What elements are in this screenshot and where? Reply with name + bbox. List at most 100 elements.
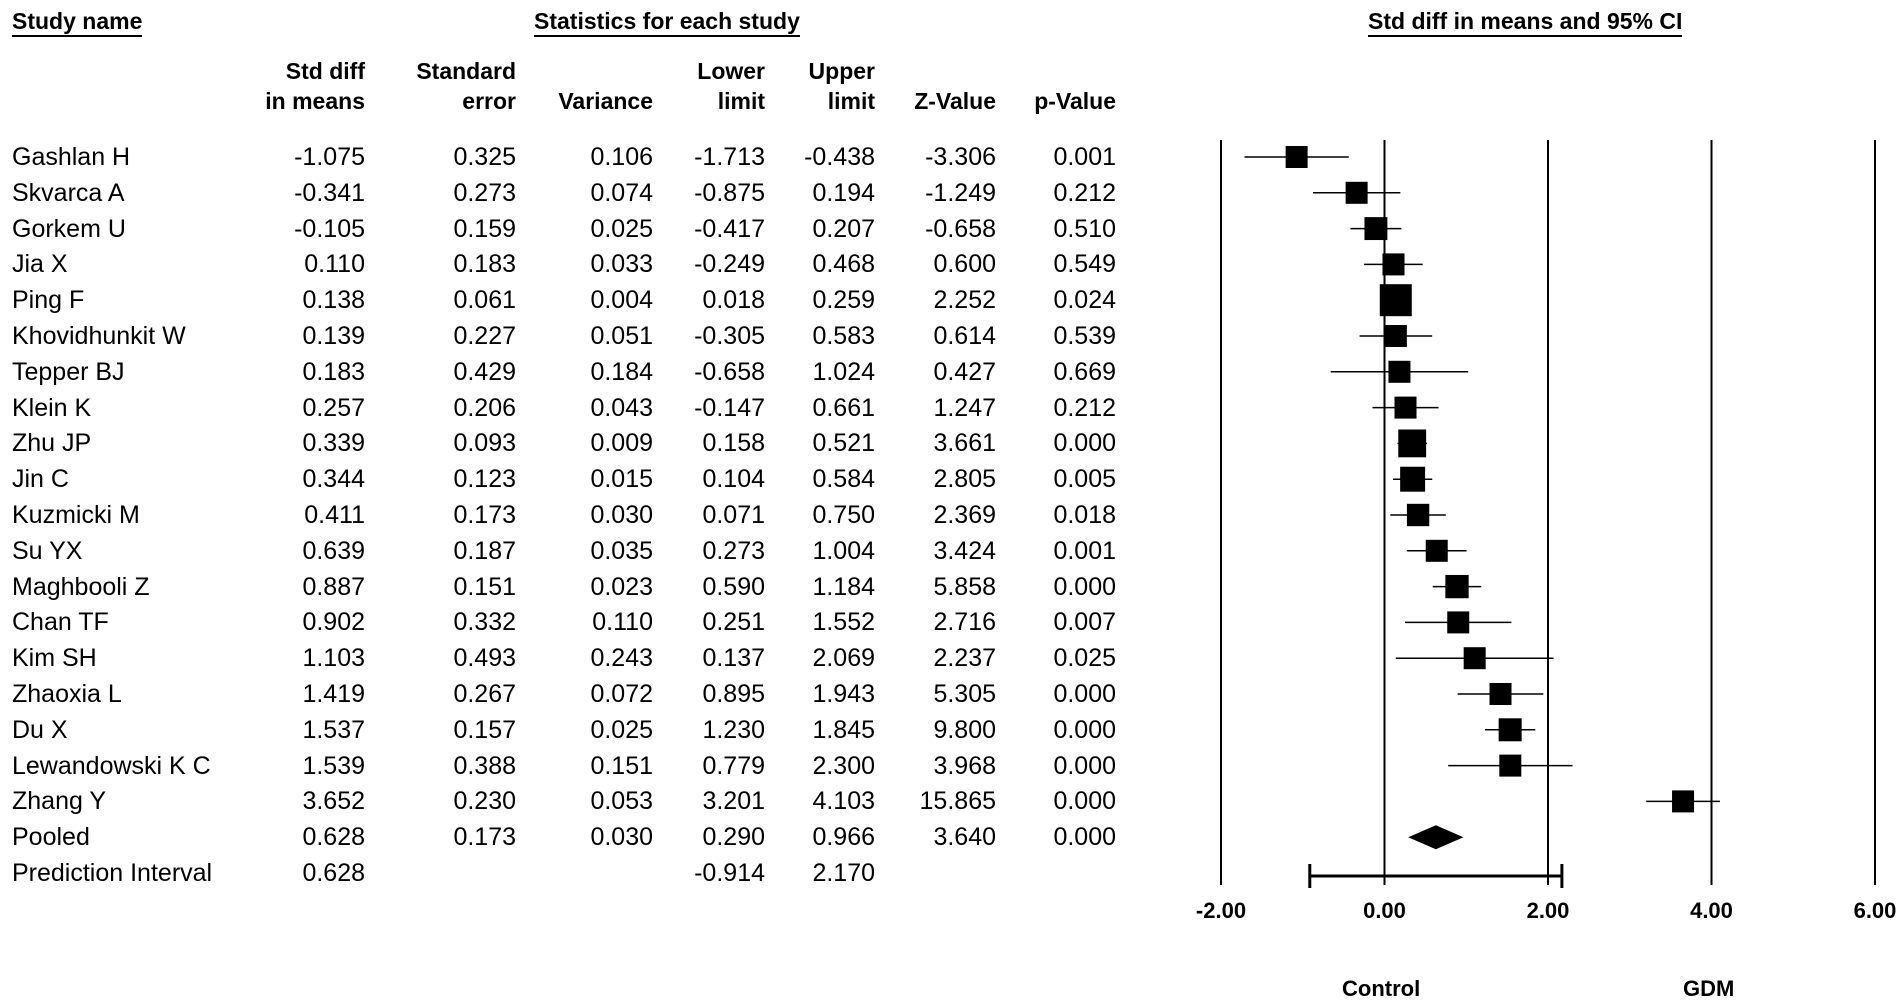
cell-z: 0.614	[933, 322, 996, 350]
cell-z: 9.800	[933, 715, 996, 744]
study-name: Jin C	[12, 465, 69, 494]
study-name: Zhu JP	[12, 429, 92, 458]
table-row: Lewandowski K C 1.539 0.388 0.151 0.779 2.300…	[0, 748, 1160, 784]
study-name: Prediction Interval	[12, 859, 213, 887]
cell-ul: 0.583	[812, 322, 875, 350]
point-estimate	[1400, 466, 1426, 492]
cell-var: 0.004	[590, 286, 653, 315]
study-name: Skvarca A	[12, 178, 125, 207]
cell-se: 0.173	[453, 501, 516, 529]
column-header-ul: Upper limit	[809, 56, 875, 116]
cell-ll: -0.305	[694, 322, 765, 350]
cell-ll: 3.201	[702, 787, 765, 816]
column-header-line2: in means	[265, 88, 365, 114]
cell-var: 0.033	[590, 250, 653, 279]
cell-ul: 2.170	[812, 859, 875, 887]
study-name: Ping F	[12, 286, 85, 315]
point-estimate	[1364, 217, 1388, 241]
cell-z: 2.716	[933, 608, 996, 637]
cell-ll: 0.158	[702, 429, 765, 458]
point-estimate	[1489, 683, 1512, 705]
cell-ll: -0.875	[694, 178, 765, 207]
cell-var: 0.025	[590, 214, 653, 243]
cell-ul: 1.024	[812, 357, 875, 386]
study-name: Lewandowski K C	[12, 751, 211, 780]
cell-smd: 1.103	[302, 644, 365, 673]
cell-ul: 0.468	[812, 250, 875, 279]
point-estimate	[1447, 611, 1470, 634]
point-estimate	[1425, 539, 1448, 562]
cell-ul: 0.259	[812, 286, 875, 315]
column-header-se: Standard error	[416, 56, 516, 116]
cell-var: 0.030	[590, 501, 653, 529]
cell-ul: 1.943	[812, 680, 875, 708]
point-estimate	[1394, 396, 1417, 419]
cell-smd: 0.887	[302, 572, 365, 601]
cell-smd: -0.341	[294, 178, 365, 207]
cell-z: 2.369	[933, 501, 996, 529]
cell-z: 3.968	[933, 751, 996, 780]
cell-ul: 1.004	[812, 536, 875, 565]
control-label: Control	[1342, 976, 1421, 1001]
cell-ul: 0.207	[812, 214, 875, 243]
cell-ul: 1.845	[812, 715, 875, 744]
column-header-line2: p-Value	[1034, 88, 1116, 114]
cell-ll: -0.914	[694, 859, 765, 887]
cell-smd: 0.902	[302, 608, 365, 637]
study-name: Jia X	[12, 250, 68, 279]
cell-se: 0.388	[453, 751, 516, 780]
cell-var: 0.051	[590, 322, 653, 350]
point-estimate	[1498, 718, 1522, 742]
cell-var: 0.035	[590, 536, 653, 565]
tick-label: 2.00	[1527, 898, 1570, 920]
cell-z: -1.249	[925, 178, 996, 207]
cell-ul: 0.194	[812, 178, 875, 207]
cell-var: 0.025	[590, 715, 653, 744]
cell-var: 0.030	[590, 823, 653, 852]
cell-p: 0.510	[1053, 214, 1116, 243]
cell-ll: 0.018	[702, 286, 765, 315]
cell-p: 0.018	[1053, 501, 1116, 529]
cell-p: 0.669	[1053, 357, 1116, 386]
cell-ll: 0.779	[702, 751, 765, 780]
table-row: Gorkem U -0.105 0.159 0.025 -0.417 0.207 -0.65…	[0, 211, 1160, 247]
cell-var: 0.151	[590, 751, 653, 780]
column-header-line2: limit	[827, 88, 875, 114]
cell-var: 0.110	[592, 608, 653, 637]
cell-p: 0.000	[1053, 572, 1116, 601]
cell-se: 0.273	[453, 178, 516, 207]
table-row: Skvarca A -0.341 0.273 0.074 -0.875 0.194 -1.2…	[0, 175, 1160, 211]
column-header-var: Variance	[558, 56, 653, 116]
statistics-header: Statistics for each study	[534, 8, 800, 37]
point-estimate	[1672, 790, 1695, 813]
cell-se: 0.332	[453, 608, 516, 637]
cell-z: -3.306	[925, 143, 996, 171]
cell-se: 0.151	[453, 572, 516, 601]
cell-se: 0.230	[453, 787, 516, 816]
cell-smd: 3.652	[302, 787, 365, 816]
cell-z: 2.805	[933, 465, 996, 494]
cell-se: 0.325	[453, 143, 516, 171]
table-row: Klein K 0.257 0.206 0.043 -0.147 0.661 1.247 0.…	[0, 390, 1160, 426]
study-name: Tepper BJ	[12, 357, 125, 386]
table-row: Pooled 0.628 0.173 0.030 0.290 0.966 3.640 0.00…	[0, 819, 1160, 855]
study-name-header: Study name	[12, 8, 143, 37]
cell-ul: 0.750	[812, 501, 875, 529]
cell-z: -0.658	[925, 214, 996, 243]
cell-p: 0.000	[1053, 823, 1116, 852]
table-row: Zhang Y 3.652 0.230 0.053 3.201 4.103 15.865 0.…	[0, 783, 1160, 819]
column-header-line2: Z-Value	[914, 88, 996, 114]
study-name: Zhang Y	[12, 787, 107, 816]
column-header-line1: Standard	[416, 58, 516, 84]
cell-p: 0.539	[1053, 322, 1116, 350]
column-header-smd: Std diff in means	[265, 56, 365, 116]
cell-ul: 2.069	[812, 644, 875, 673]
cell-ll: 0.071	[702, 501, 765, 529]
study-name: Zhaoxia L	[12, 680, 122, 708]
cell-ul: 2.300	[812, 751, 875, 780]
cell-se: 0.187	[453, 536, 516, 565]
cell-smd: -1.075	[294, 143, 365, 171]
cell-smd: 0.257	[302, 393, 365, 422]
column-header-line2: Variance	[558, 88, 653, 114]
cell-se: 0.493	[453, 644, 516, 673]
